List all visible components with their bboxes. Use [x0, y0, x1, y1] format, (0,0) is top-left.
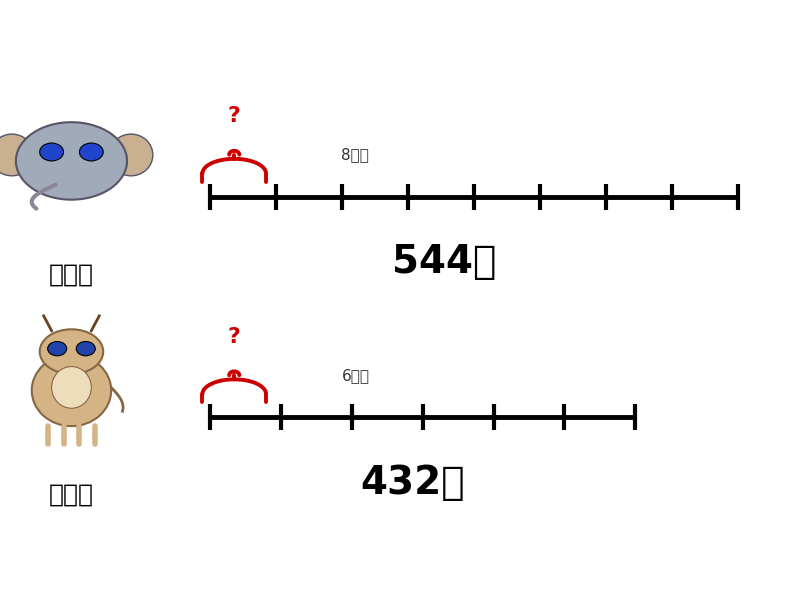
Ellipse shape: [40, 329, 103, 374]
Circle shape: [48, 342, 67, 356]
Ellipse shape: [0, 134, 33, 176]
Ellipse shape: [16, 122, 127, 200]
Ellipse shape: [109, 134, 152, 176]
Text: 8分钟: 8分钟: [341, 147, 369, 163]
Circle shape: [79, 143, 103, 161]
Text: 544米: 544米: [392, 243, 497, 281]
Circle shape: [40, 143, 64, 161]
Text: ?: ?: [228, 327, 241, 347]
Ellipse shape: [32, 355, 111, 426]
Ellipse shape: [52, 367, 91, 408]
Text: 432米: 432米: [360, 464, 465, 502]
Circle shape: [76, 342, 95, 356]
Text: 小牛：: 小牛：: [49, 483, 94, 507]
Text: 6分钟: 6分钟: [341, 368, 369, 383]
Text: ?: ?: [228, 106, 241, 126]
Text: 小象：: 小象：: [49, 262, 94, 286]
